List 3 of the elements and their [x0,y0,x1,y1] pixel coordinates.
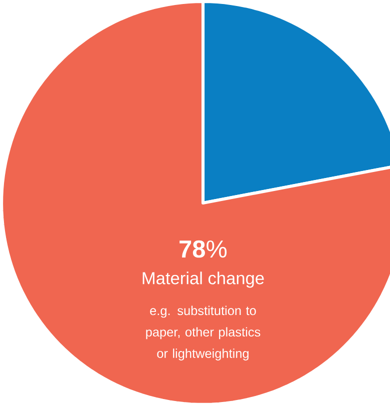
text: e.g. substitution to paper, other plastics or lightweighting [146,306,260,360]
slice-label: Material change [142,272,264,288]
data-label: 78% [180,240,227,258]
